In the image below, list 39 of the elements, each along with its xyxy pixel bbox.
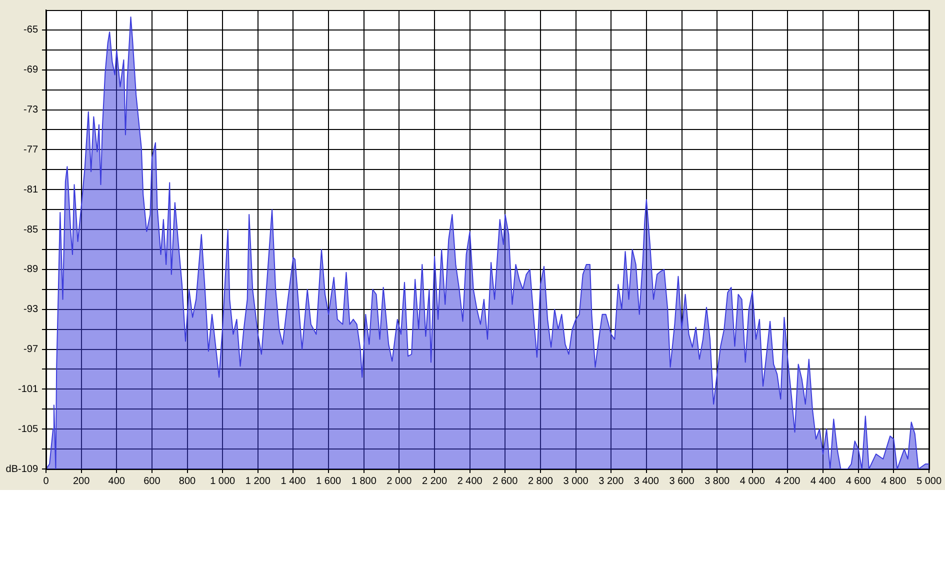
x-tick-label: 400	[108, 476, 126, 487]
x-tick-label: 3 400	[634, 476, 660, 487]
x-tick-label: 2 800	[528, 476, 554, 487]
y-tick-label: -65	[24, 24, 38, 36]
x-tick-label: 3 000	[563, 476, 589, 487]
x-tick-label: 3 800	[704, 476, 730, 487]
y-tick-label: -101	[18, 384, 38, 395]
x-tick-label: 1 400	[280, 476, 306, 487]
x-tick-label: 3 600	[669, 476, 695, 487]
y-tick-label: -69	[24, 64, 38, 76]
y-tick-label: -77	[24, 144, 38, 156]
x-tick-label: 1 000	[210, 476, 236, 487]
x-tick-label: 200	[72, 476, 90, 487]
x-tick-label: 800	[178, 476, 196, 487]
y-axis-title: dB	[6, 464, 18, 475]
y-tick-label: -105	[18, 424, 38, 435]
y-tick-label: -97	[24, 344, 38, 356]
x-tick-label: 3 200	[598, 476, 624, 487]
y-tick-label: -89	[24, 264, 38, 276]
x-tick-label: 600	[144, 476, 161, 487]
x-tick-label: 2 600	[492, 476, 518, 487]
x-tick-label: 4 800	[881, 476, 907, 487]
x-tick-label: 2 000	[386, 476, 412, 487]
x-tick-label: 4 200	[775, 476, 801, 487]
x-tick-label: 4 400	[810, 476, 836, 487]
x-tick-label: 0	[43, 476, 50, 487]
y-tick-label: -73	[24, 104, 38, 116]
x-tick-label: 4 600	[846, 476, 872, 487]
x-tick-label: 5 000	[916, 476, 942, 487]
x-tick-label: 2 200	[422, 476, 448, 487]
x-tick-label: 4 000	[740, 476, 766, 487]
x-tick-label: 1 800	[351, 476, 377, 487]
y-tick-label: -81	[24, 184, 38, 196]
x-tick-label: 1 600	[316, 476, 342, 487]
y-tick-label: -109	[18, 464, 38, 475]
x-tick-label: 1 200	[245, 476, 271, 487]
y-tick-label: -85	[24, 224, 38, 236]
x-tick-label: 2 400	[457, 476, 483, 487]
y-tick-label: -93	[24, 304, 38, 316]
